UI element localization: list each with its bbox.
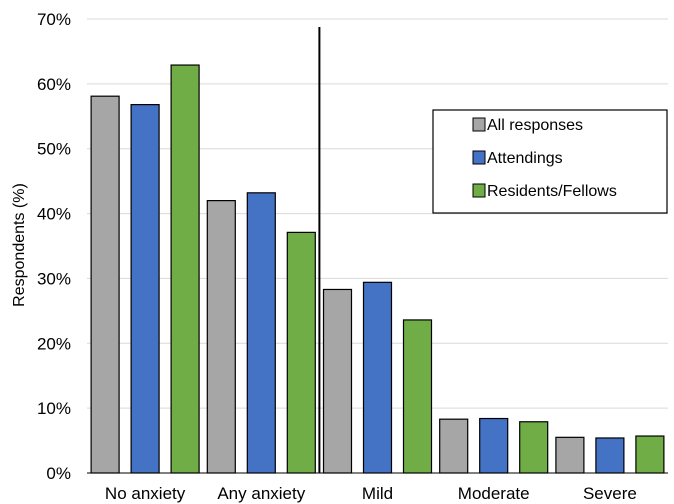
axes — [87, 27, 668, 474]
x-tick-label: No anxiety — [105, 484, 186, 503]
y-tick-labels: 0% 10% 20% 30% 40% 50% 60% 70% — [37, 10, 71, 483]
legend-swatch — [472, 117, 486, 132]
legend: All responses Attendings Residents/Fellows — [432, 109, 668, 214]
x-tick-label: Moderate — [458, 484, 530, 503]
y-tick-label: 50% — [37, 140, 71, 159]
bar-no-anxiety-attendings — [130, 104, 160, 474]
bar-severe-residents-fellows — [635, 435, 665, 474]
legend-label: Residents/Fellows — [487, 183, 617, 200]
bar-mild-all-responses — [322, 288, 353, 474]
y-tick-label: 0% — [46, 464, 71, 483]
y-tick-label: 60% — [37, 75, 71, 94]
bar-severe-attendings — [595, 437, 625, 474]
legend-swatch — [472, 150, 486, 165]
y-tick-label: 70% — [37, 10, 71, 29]
legend-box — [432, 109, 668, 214]
y-tick-label: 30% — [37, 269, 71, 288]
x-tick-label: Severe — [583, 484, 637, 503]
bar-mild-attendings — [362, 281, 393, 474]
x-tick-label: Any anxiety — [217, 484, 305, 503]
bar-any-anxiety-all-responses — [206, 200, 236, 474]
y-axis-title: Respondents (%) — [11, 183, 28, 307]
y-tick-label: 40% — [37, 205, 71, 224]
bar-any-anxiety-attendings — [246, 192, 276, 474]
bar-no-anxiety-all-responses — [90, 95, 120, 474]
bars — [90, 64, 665, 474]
legend-label: All responses — [487, 117, 583, 134]
bar-any-anxiety-residents-fellows — [286, 231, 316, 474]
legend-swatch — [472, 183, 486, 198]
bar-moderate-all-responses — [439, 418, 469, 474]
bar-moderate-residents-fellows — [519, 421, 549, 474]
x-tick-labels: No anxiety Any anxiety Mild Moderate Severe — [105, 484, 637, 503]
y-tick-label: 20% — [37, 334, 71, 353]
x-tick-label: Mild — [362, 484, 393, 503]
y-tick-label: 10% — [37, 399, 71, 418]
bar-no-anxiety-residents-fellows — [170, 64, 200, 474]
legend-label: Attendings — [487, 150, 563, 167]
bar-moderate-attendings — [479, 417, 509, 474]
bar-mild-residents-fellows — [402, 319, 433, 474]
bar-severe-all-responses — [555, 436, 585, 474]
